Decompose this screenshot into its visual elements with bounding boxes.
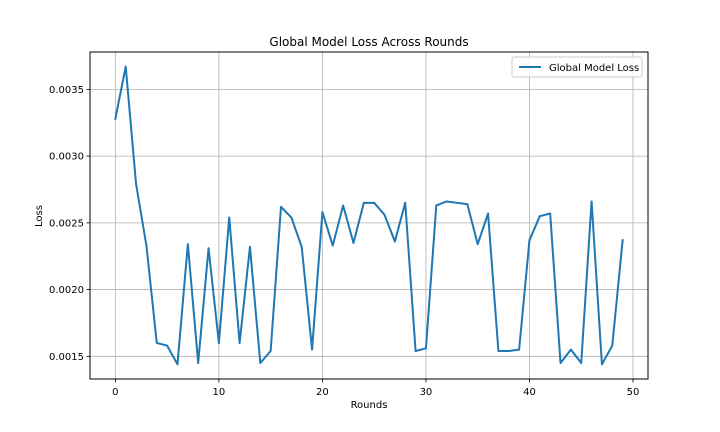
y-tick-label: 0.0020 xyxy=(49,285,84,296)
data-point xyxy=(569,348,572,351)
data-point xyxy=(373,201,376,204)
data-point xyxy=(238,342,241,344)
data-point xyxy=(456,201,458,204)
data-point xyxy=(466,203,469,206)
legend-label: Global Model Loss xyxy=(549,63,639,74)
data-point xyxy=(249,245,251,248)
data-point xyxy=(559,362,562,364)
x-tick-label: 0 xyxy=(112,387,118,398)
y-axis: 0.0015 0.0020 0.0025 0.0030 0.0035 xyxy=(49,85,90,363)
data-point xyxy=(621,239,624,242)
data-point xyxy=(207,247,210,250)
data-point xyxy=(300,245,303,248)
x-tick-label: 50 xyxy=(627,387,640,398)
data-point xyxy=(487,212,489,215)
plot-area xyxy=(90,52,648,379)
data-point xyxy=(145,244,148,247)
data-point xyxy=(186,243,189,246)
data-point xyxy=(383,213,386,216)
series-line-global-model-loss xyxy=(114,65,624,366)
data-point xyxy=(393,240,396,243)
chart-title: Global Model Loss Across Rounds xyxy=(269,35,468,49)
data-point xyxy=(538,215,541,218)
plot-frame xyxy=(89,51,649,380)
y-tick-label: 0.0025 xyxy=(49,218,84,229)
y-axis-label: Loss xyxy=(34,205,45,227)
data-point xyxy=(580,362,583,364)
data-point xyxy=(611,344,614,347)
data-point xyxy=(414,350,417,352)
data-point xyxy=(476,243,479,246)
data-point xyxy=(497,350,500,352)
y-tick-label: 0.0035 xyxy=(49,85,84,96)
x-tick-label: 40 xyxy=(523,387,536,398)
x-tick-label: 10 xyxy=(213,387,226,398)
data-point xyxy=(217,342,220,344)
y-tick-label: 0.0015 xyxy=(49,352,84,363)
data-point xyxy=(290,216,293,219)
data-point xyxy=(404,201,407,204)
y-tick-label: 0.0030 xyxy=(49,152,84,163)
data-point xyxy=(601,363,603,366)
data-point xyxy=(331,244,334,247)
data-point xyxy=(518,348,521,351)
x-axis-label: Rounds xyxy=(351,400,388,411)
data-point xyxy=(135,183,137,186)
data-point xyxy=(114,117,117,120)
x-tick-label: 20 xyxy=(316,387,329,398)
data-point xyxy=(352,241,355,244)
data-point xyxy=(435,204,438,207)
data-point xyxy=(445,200,448,203)
data-point xyxy=(549,212,552,215)
data-point xyxy=(228,216,231,219)
data-point xyxy=(528,239,531,242)
data-point xyxy=(269,350,272,352)
legend: Global Model Loss xyxy=(511,56,643,78)
data-point xyxy=(311,348,313,351)
data-point xyxy=(259,362,262,364)
data-point xyxy=(176,363,179,366)
data-point xyxy=(321,211,324,214)
data-point xyxy=(590,200,593,203)
data-point xyxy=(197,362,200,364)
data-point xyxy=(362,201,365,204)
data-point xyxy=(166,344,169,347)
data-point xyxy=(507,350,510,352)
legend-box xyxy=(511,56,643,78)
x-tick-label: 30 xyxy=(420,387,433,398)
x-axis: 0 10 20 30 40 50 xyxy=(112,379,639,398)
data-point xyxy=(280,205,282,208)
data-point xyxy=(342,204,345,207)
data-point xyxy=(425,347,427,350)
data-point xyxy=(155,342,158,344)
data-point xyxy=(124,65,127,68)
series-layer xyxy=(114,65,624,366)
